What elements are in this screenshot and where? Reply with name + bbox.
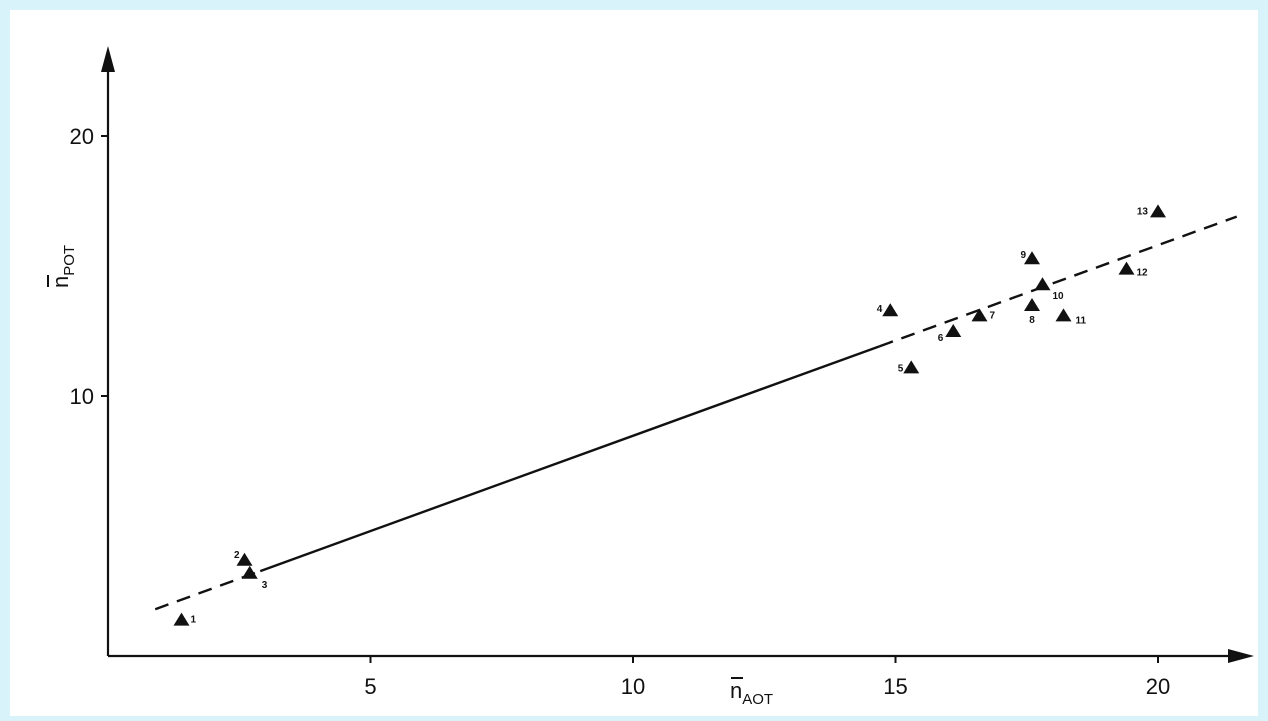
data-point-6 bbox=[945, 324, 962, 337]
data-point-13 bbox=[1150, 204, 1166, 218]
point-label-13: 13 bbox=[1137, 206, 1149, 217]
data-point-1 bbox=[173, 612, 190, 626]
chart-frame: 1 2 3 4 5 6 7 8 9 10 11 12 13 5 10 15 20 10 20 nAOT nPOT bbox=[10, 10, 1258, 716]
x-axis-title: nAOT bbox=[730, 677, 773, 708]
point-label-5: 5 bbox=[898, 363, 904, 374]
point-label-7: 7 bbox=[990, 310, 996, 321]
point-label-10: 10 bbox=[1053, 291, 1065, 302]
y-tick-label: 20 bbox=[70, 124, 94, 149]
point-label-1: 1 bbox=[191, 615, 197, 626]
y-tick-label: 10 bbox=[70, 384, 94, 409]
data-point-10 bbox=[1034, 277, 1051, 291]
point-label-8: 8 bbox=[1029, 315, 1035, 326]
x-tick-label: 5 bbox=[364, 674, 376, 699]
x-axis-title-text: nAOT bbox=[730, 678, 773, 708]
point-label-6: 6 bbox=[938, 333, 944, 344]
fit-line-segment bbox=[259, 345, 881, 573]
data-point-5 bbox=[903, 360, 920, 374]
fit-line bbox=[154, 215, 1238, 611]
data-point-9 bbox=[1024, 251, 1040, 265]
fit-line-segment bbox=[879, 215, 1238, 348]
data-point-8 bbox=[1024, 298, 1040, 311]
point-label-12: 12 bbox=[1137, 268, 1149, 279]
data-point-7 bbox=[971, 308, 988, 322]
x-tick-label: 20 bbox=[1146, 674, 1170, 699]
y-axis-arrowhead bbox=[101, 46, 115, 72]
point-label-11: 11 bbox=[1076, 315, 1087, 326]
data-point-12 bbox=[1118, 261, 1135, 275]
y-axis-title-text: nPOT bbox=[48, 245, 78, 288]
point-label-3: 3 bbox=[262, 580, 268, 591]
axes bbox=[101, 46, 1254, 663]
x-tick-label: 15 bbox=[883, 674, 907, 699]
x-axis-arrowhead bbox=[1228, 649, 1254, 663]
point-label-4: 4 bbox=[877, 304, 883, 315]
axis-titles: nAOT nPOT bbox=[47, 245, 773, 708]
point-label-2: 2 bbox=[234, 550, 240, 561]
data-point-3 bbox=[241, 565, 258, 579]
point-label-9: 9 bbox=[1020, 250, 1026, 261]
y-axis-title: nPOT bbox=[47, 245, 78, 288]
data-point-11 bbox=[1055, 308, 1072, 322]
x-tick-label: 10 bbox=[621, 674, 645, 699]
data-point-4 bbox=[882, 303, 899, 317]
data-point-2 bbox=[236, 552, 253, 566]
